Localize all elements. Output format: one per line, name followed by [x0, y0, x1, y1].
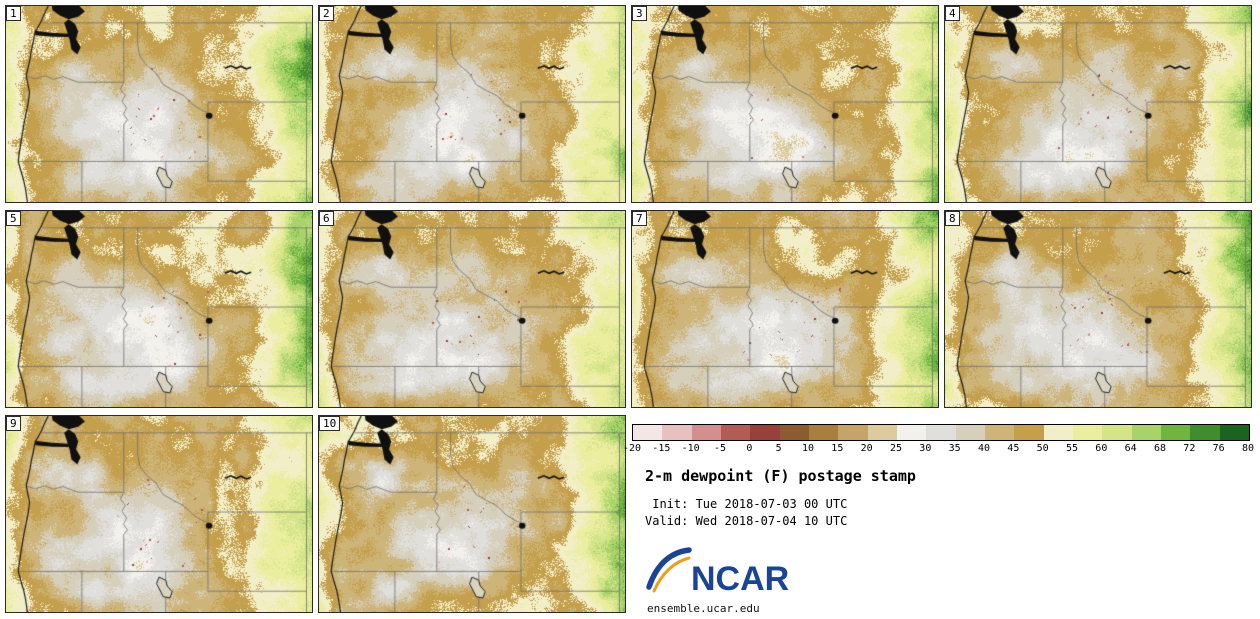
colorbar-tick-labels: -20 -15 -10 -5 0 5 10 15 20 25 30 35 40 45 50 55 60 64 68 7… [623, 443, 1254, 455]
colorbar-tick: 45 [1007, 443, 1020, 454]
ensemble-panel: 8 [944, 210, 1252, 408]
colorbar-tick: -10 [681, 443, 700, 454]
figure-title: 2-m dewpoint (F) postage stamp [645, 467, 916, 485]
colorbar-tick: 35 [948, 443, 961, 454]
colorbar-segment [984, 425, 1015, 440]
dewpoint-map-canvas [632, 6, 938, 202]
logo-swoosh-orange-icon [652, 556, 691, 593]
ncar-logo: NCAR [643, 545, 813, 599]
colorbar-segment [750, 425, 780, 440]
ensemble-panel: 6 [318, 210, 626, 408]
panel-member-number: 5 [6, 211, 21, 226]
colorbar-tick: 25 [889, 443, 903, 454]
colorbar-tick: 5 [775, 443, 782, 454]
panel-member-number: 3 [632, 6, 647, 21]
colorbar-segment [1160, 425, 1191, 440]
colorbar-tick: 0 [746, 443, 753, 454]
colorbar-segment [720, 425, 751, 440]
colorbar-segment [1014, 425, 1044, 440]
colorbar [632, 424, 1250, 441]
colorbar-segment [838, 425, 868, 440]
panel-member-number: 6 [319, 211, 334, 226]
colorbar-segment [1219, 425, 1249, 440]
site-url: ensemble.ucar.edu [647, 602, 760, 615]
colorbar-segment [808, 425, 839, 440]
colorbar-tick: 60 [1095, 443, 1108, 454]
colorbar-segment [691, 425, 721, 440]
panel-member-number: 4 [945, 6, 960, 21]
colorbar-tick: 15 [831, 443, 844, 454]
ensemble-panel: 4 [944, 5, 1252, 203]
colorbar-tick: -15 [652, 443, 671, 454]
colorbar-tick: 80 [1241, 443, 1255, 454]
panel-member-number: 10 [319, 416, 341, 431]
valid-time-label: Valid: Wed 2018-07-04 10 UTC [645, 514, 848, 528]
colorbar-tick: -20 [622, 443, 642, 454]
colorbar-segment [1131, 425, 1161, 440]
colorbar-segment [955, 425, 985, 440]
init-time-label: Init: Tue 2018-07-03 00 UTC [645, 497, 848, 511]
logo-swoosh-blue-icon [646, 547, 692, 590]
colorbar-segment [867, 425, 897, 440]
colorbar-tick: 68 [1153, 443, 1167, 454]
panel-member-number: 7 [632, 211, 647, 226]
colorbar-tick: 40 [977, 443, 991, 454]
colorbar-tick: 64 [1124, 443, 1137, 454]
dewpoint-map-canvas [945, 6, 1251, 202]
ensemble-panel: 5 [5, 210, 313, 408]
panel-member-number: 2 [319, 6, 334, 21]
colorbar-segment [1102, 425, 1132, 440]
ensemble-panel: 7 [631, 210, 939, 408]
colorbar-segment [1043, 425, 1073, 440]
ensemble-panel: 3 [631, 5, 939, 203]
colorbar-segment [633, 425, 663, 440]
dewpoint-map-canvas [319, 6, 625, 202]
info-area: -20 -15 -10 -5 0 5 10 15 20 25 30 35 40 45 50 55 60 64 68 7… [623, 415, 1256, 615]
colorbar-segment [779, 425, 809, 440]
dewpoint-map-canvas [319, 211, 625, 407]
dewpoint-map-canvas [6, 6, 312, 202]
dewpoint-map-canvas [632, 211, 938, 407]
colorbar-tick: 55 [1065, 443, 1079, 454]
ensemble-panel: 1 [5, 5, 313, 203]
ncar-logo-graphic: NCAR [646, 547, 789, 598]
colorbar-tick: 30 [919, 443, 932, 454]
colorbar-tick: 20 [860, 443, 873, 454]
dewpoint-map-canvas [6, 211, 312, 407]
dewpoint-map-canvas [319, 416, 625, 612]
colorbar-tick: 10 [801, 443, 815, 454]
dewpoint-map-canvas [6, 416, 312, 612]
colorbar-segment [926, 425, 956, 440]
colorbar-tick: 76 [1212, 443, 1225, 454]
ncar-logo-text: NCAR [691, 560, 789, 598]
dewpoint-map-canvas [945, 211, 1251, 407]
panel-member-number: 9 [6, 416, 21, 431]
panel-member-number: 1 [6, 6, 21, 21]
colorbar-segment [1190, 425, 1220, 440]
ensemble-panel: 2 [318, 5, 626, 203]
colorbar-tick: -5 [713, 443, 727, 454]
colorbar-tick: 72 [1183, 443, 1196, 454]
panel-member-number: 8 [945, 211, 960, 226]
ensemble-panel: 9 [5, 415, 313, 613]
ensemble-panel: 10 [318, 415, 626, 613]
colorbar-segment [662, 425, 692, 440]
colorbar-segment [896, 425, 927, 440]
colorbar-tick: 50 [1036, 443, 1049, 454]
colorbar-segment [1072, 425, 1103, 440]
